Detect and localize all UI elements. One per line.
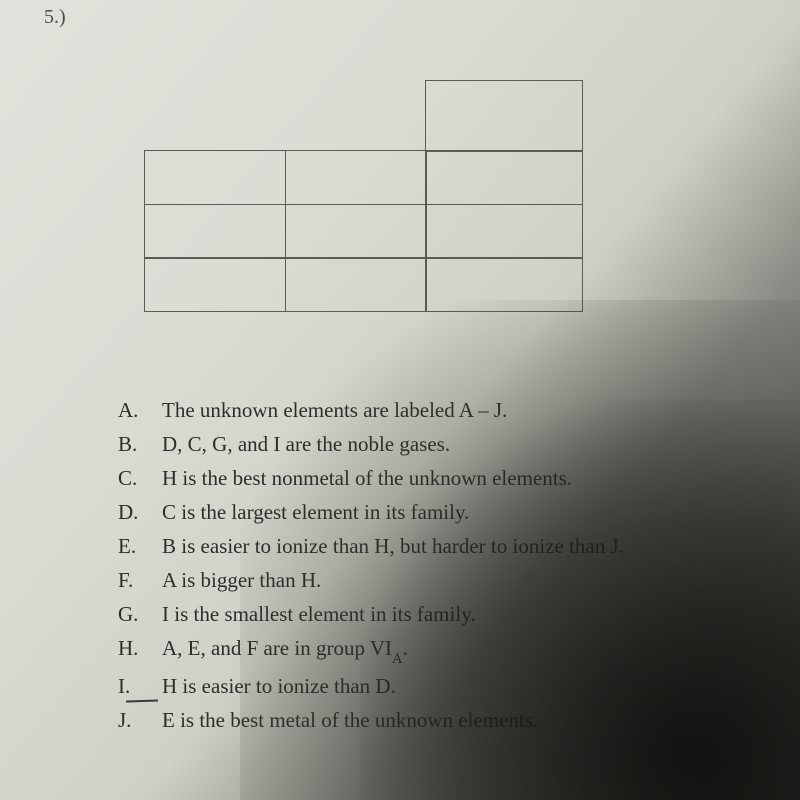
question-number: 5.) (44, 6, 66, 29)
table-cell (144, 204, 286, 259)
clue-item: A.The unknown elements are labeled A – J… (118, 393, 624, 427)
blank-table (144, 150, 583, 312)
clue-letter: E. (118, 529, 162, 563)
table-row (144, 257, 583, 312)
table-cell (425, 257, 583, 312)
clue-text: A, E, and F are in group VIA. (162, 631, 408, 669)
clue-item: G.I is the smallest element in its famil… (118, 597, 624, 631)
clue-item: C.H is the best nonmetal of the unknown … (118, 461, 624, 495)
clue-letter: H. (118, 631, 162, 669)
table-cell (285, 204, 427, 259)
table-row (144, 204, 583, 259)
table-cell (285, 150, 427, 205)
table-cell (425, 204, 583, 259)
clue-item: D.C is the largest element in its family… (118, 495, 624, 529)
clue-letter: J. (118, 703, 162, 737)
clue-item: H.A, E, and F are in group VIA. (118, 631, 624, 669)
clue-letter: I. (118, 669, 162, 703)
clue-list: A.The unknown elements are labeled A – J… (118, 393, 624, 737)
clue-item: J.E is the best metal of the unknown ele… (118, 703, 624, 737)
clue-item: E.B is easier to ionize than H, but hard… (118, 529, 624, 563)
clue-text: A is bigger than H. (162, 563, 321, 597)
worksheet-page: 5.) A.The unknown elements are labeled A… (0, 0, 800, 800)
table-cell (425, 150, 583, 205)
clue-item: F.A is bigger than H. (118, 563, 624, 597)
clue-letter: F. (118, 563, 162, 597)
clue-text: I is the smallest element in its family. (162, 597, 476, 631)
clue-letter: A. (118, 393, 162, 427)
clue-letter: C. (118, 461, 162, 495)
clue-item: I.H is easier to ionize than D. (118, 669, 624, 703)
table-cell (285, 257, 427, 312)
clue-text: H is the best nonmetal of the unknown el… (162, 461, 572, 495)
clue-text: B is easier to ionize than H, but harder… (162, 529, 624, 563)
clue-text: The unknown elements are labeled A – J. (162, 393, 507, 427)
table-cell (144, 257, 286, 312)
clue-letter: B. (118, 427, 162, 461)
table-row (144, 150, 583, 205)
clue-letter: G. (118, 597, 162, 631)
clue-text: D, C, G, and I are the noble gases. (162, 427, 450, 461)
clue-item: B.D, C, G, and I are the noble gases. (118, 427, 624, 461)
table-top-cell (425, 80, 583, 152)
clue-letter: D. (118, 495, 162, 529)
table-cell (144, 150, 286, 205)
clue-text: H is easier to ionize than D. (162, 669, 396, 703)
clue-text: C is the largest element in its family. (162, 495, 469, 529)
clue-text: E is the best metal of the unknown eleme… (162, 703, 538, 737)
